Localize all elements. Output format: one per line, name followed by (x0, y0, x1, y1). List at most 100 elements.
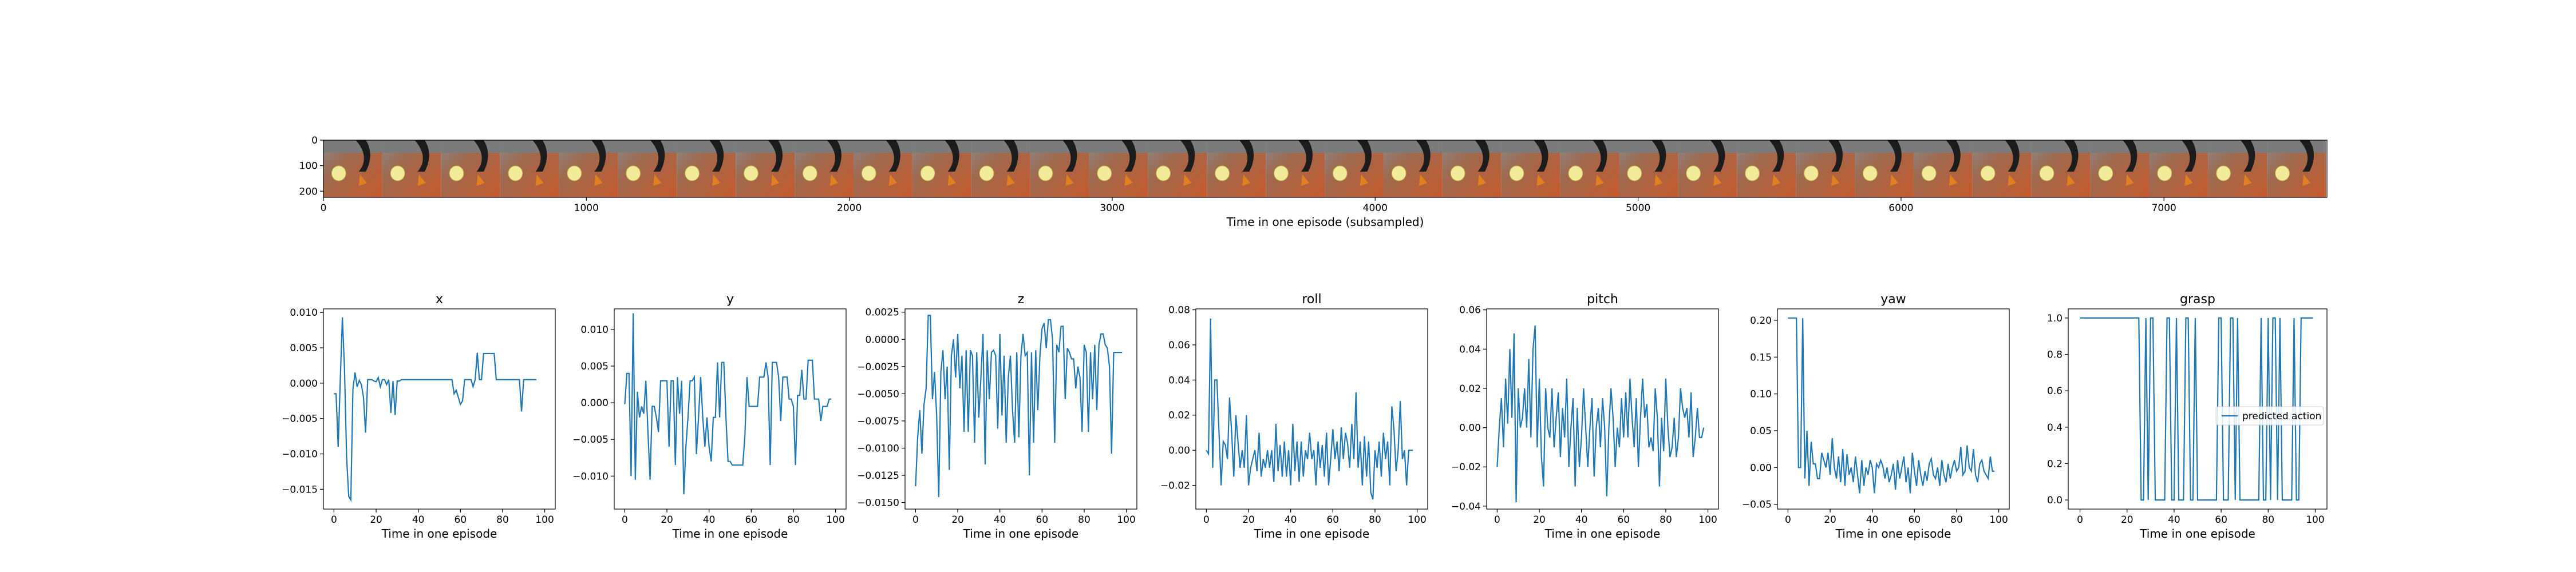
object-orange (1301, 174, 1310, 186)
object-orange (2067, 174, 2075, 186)
object-orange (476, 174, 485, 186)
y-tick-label: 0.000 (580, 398, 609, 409)
frame-wall (1619, 140, 1678, 153)
object-disc (1215, 165, 1230, 181)
x-tick-label: 80 (1950, 514, 1963, 526)
object-disc (1509, 165, 1524, 181)
y-tick-label: 0.04 (1459, 344, 1481, 355)
y-tick-label: 0.0000 (866, 334, 899, 345)
series-line (915, 315, 1123, 498)
frame-wall (1383, 140, 1443, 153)
frame-wall (441, 140, 500, 153)
y-tick-label: −0.005 (572, 434, 609, 446)
x-tick-label: 6000 (1888, 202, 1913, 214)
series-line (1206, 318, 1413, 500)
strip-frame-border (323, 140, 2328, 198)
x-tick-label: 20 (1533, 514, 1546, 526)
strip-frame (912, 140, 971, 197)
robot-arm (1357, 140, 1372, 172)
strip-frame (1089, 140, 1148, 197)
plot-frame (1195, 308, 1428, 510)
strip-frame (500, 140, 559, 197)
legend-label: predicted action (2242, 411, 2321, 422)
strip-frame (677, 140, 736, 197)
x-tick-label: 20 (2121, 514, 2134, 526)
x-tick-label: 3000 (1100, 202, 1124, 214)
strip-frame (2208, 140, 2267, 197)
x-tick-label: 20 (951, 514, 964, 526)
frame-wall (1089, 140, 1148, 153)
y-tick-label: 0.08 (1168, 305, 1190, 316)
object-disc (1156, 165, 1171, 181)
y-tick-label: 0.8 (2047, 349, 2063, 361)
x-tick-label: 0 (622, 514, 628, 526)
strip-frame (1442, 140, 1502, 197)
object-orange (358, 174, 368, 186)
object-disc (1627, 165, 1642, 181)
x-tick-label: 100 (826, 514, 844, 526)
y-tick-label: 0.0 (2047, 495, 2063, 506)
object-disc (331, 165, 346, 181)
x-tick-label: 40 (703, 514, 716, 526)
robot-arm (1239, 140, 1254, 172)
x-tick-label: 20 (1242, 514, 1255, 526)
robot-arm (473, 140, 488, 172)
x-tick-label: 20 (661, 514, 673, 526)
strip-frame (2090, 140, 2150, 197)
robot-arm (1593, 140, 1607, 172)
robot-arm (1416, 140, 1431, 172)
x-axis-label: Time in one episode (2139, 527, 2255, 541)
frame-wall (2090, 140, 2150, 153)
robot-arm (709, 140, 724, 172)
strip-frame (2267, 140, 2326, 197)
y-tick-label: 0.0025 (866, 307, 899, 319)
x-tick-label: 1000 (574, 202, 599, 214)
action-plots: 0 20 40 60 80 100−0.015−0.010−0.0050.0000.005… (282, 292, 2328, 541)
plot-frame (1777, 308, 2010, 510)
x-tick-label: 60 (1326, 514, 1339, 526)
y-tick-label: −0.04 (1451, 501, 1481, 513)
object-disc (979, 165, 994, 181)
strip-frame (1855, 140, 1914, 197)
y-tick-label: 0.05 (1750, 426, 1772, 437)
robot-arm (1003, 140, 1018, 172)
plot-x: 0 20 40 60 80 100 −0.015 −0.010 −0.005 0.000 0.005… (282, 292, 556, 541)
plot-y: 0 20 40 60 80 100 −0.010 −0.005 0.000 0.005 0.010 y… (572, 292, 847, 541)
y-tick-label: 0.2 (2047, 458, 2063, 470)
frame-wall (795, 140, 854, 153)
y-tick-label: −0.015 (282, 484, 318, 495)
y-tick-label: −0.0050 (857, 388, 899, 400)
x-tick-label: 40 (1285, 514, 1297, 526)
x-tick-label: 0 (1494, 514, 1500, 526)
y-tick-label: 200 (299, 186, 318, 197)
object-orange (1183, 174, 1192, 186)
object-disc (1450, 165, 1465, 181)
strip-frame (971, 140, 1030, 197)
y-tick-label: 0.06 (1168, 340, 1190, 351)
frame-wall (323, 140, 382, 153)
x-tick-label: 60 (454, 514, 467, 526)
object-disc (390, 165, 405, 181)
strip-frame (2031, 140, 2091, 197)
robot-arm (414, 140, 429, 172)
frame-wall (618, 140, 677, 153)
y-tick-label: −0.02 (1160, 480, 1190, 492)
y-tick-label: 0.4 (2047, 422, 2063, 434)
y-tick-label: 0.005 (580, 361, 609, 372)
frame-wall (1560, 140, 1619, 153)
robot-arm (650, 140, 665, 172)
object-disc (626, 165, 641, 181)
y-tick-label: 0.06 (1459, 305, 1481, 316)
x-axis-label: Time in one episode (1254, 527, 1370, 541)
object-disc (1745, 165, 1760, 181)
x-tick-label: 100 (2306, 514, 2324, 526)
robot-arm (355, 140, 370, 172)
frame-wall (1855, 140, 1914, 153)
frame-wall (1678, 140, 1737, 153)
strip-frame (1383, 140, 1443, 197)
strip-frame (1266, 140, 1325, 197)
object-orange (1242, 174, 1251, 186)
y-tick-label: 0.15 (1750, 352, 1772, 363)
plot-frame (904, 308, 1137, 510)
strip-frame (1796, 140, 1855, 197)
